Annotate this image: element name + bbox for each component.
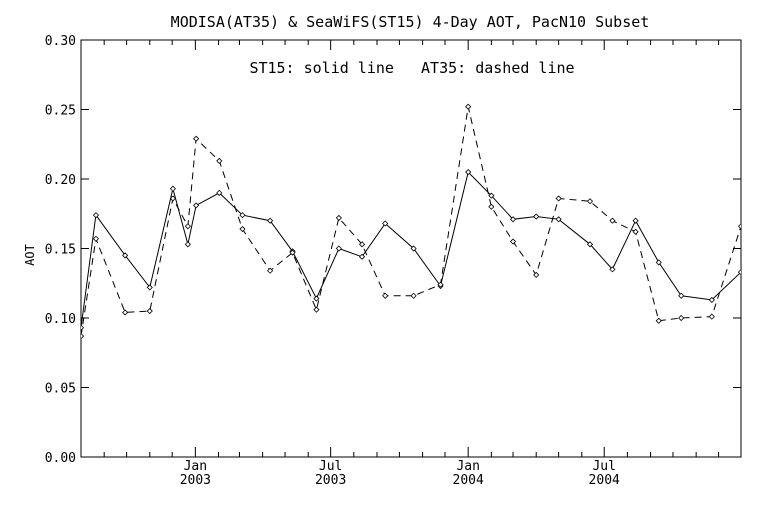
x-tick-label-month: Jan: [184, 459, 207, 474]
data-point-at35: [488, 203, 495, 210]
data-point-at35: [169, 195, 177, 202]
x-tick-label-year: 2003: [315, 473, 346, 488]
data-point-at35: [146, 307, 153, 315]
data-point-at35: [335, 214, 342, 221]
data-point-at35: [92, 235, 100, 242]
y-tick-label: 0.25: [45, 104, 76, 119]
data-point-st15: [169, 185, 177, 192]
y-axis-label: AOT: [23, 244, 37, 266]
series-at35: [81, 103, 741, 340]
data-point-at35: [632, 228, 639, 235]
y-tick-label: 0.05: [45, 382, 76, 397]
x-tick-label-month: Jul: [319, 459, 342, 474]
data-point-st15: [465, 168, 472, 176]
data-point-st15: [216, 189, 223, 196]
data-point-st15: [708, 296, 715, 303]
data-point-st15: [655, 259, 662, 266]
data-point-st15: [81, 324, 85, 331]
x-tick-label-year: 2004: [453, 473, 484, 488]
data-point-st15: [122, 252, 129, 259]
data-point-at35: [678, 314, 685, 322]
data-point-st15: [609, 266, 616, 273]
data-point-st15: [410, 245, 417, 252]
y-tick-label: 0.00: [45, 451, 76, 466]
y-tick-label: 0.30: [45, 34, 76, 49]
y-tick-label: 0.15: [45, 243, 76, 258]
series-st15: [81, 168, 741, 331]
data-point-st15: [193, 202, 200, 209]
data-point-at35: [708, 313, 715, 320]
data-point-at35: [239, 225, 246, 233]
data-point-st15: [239, 212, 246, 219]
data-point-at35: [289, 249, 296, 256]
data-point-at35: [609, 217, 616, 224]
y-tick-label: 0.20: [45, 173, 76, 188]
data-point-st15: [335, 245, 342, 252]
data-point-at35: [193, 135, 200, 142]
line-style-legend: ST15: solid line AT35: dashed line: [249, 59, 574, 77]
x-tick-label-year: 2003: [180, 473, 211, 488]
data-point-st15: [678, 292, 685, 299]
y-tick-label: 0.10: [45, 312, 76, 327]
data-point-st15: [533, 213, 540, 220]
data-point-at35: [358, 241, 366, 248]
data-point-at35: [81, 333, 85, 340]
data-point-at35: [122, 309, 129, 316]
data-point-st15: [382, 220, 389, 227]
chart-title: MODISA(AT35) & SeaWiFS(ST15) 4-Day AOT, …: [171, 13, 650, 31]
data-point-st15: [313, 295, 320, 302]
data-point-st15: [267, 217, 274, 224]
data-point-st15: [586, 241, 594, 248]
data-point-at35: [655, 317, 662, 324]
data-point-at35: [555, 195, 562, 202]
x-tick-label-month: Jul: [592, 459, 615, 474]
data-point-at35: [737, 223, 741, 230]
data-point-at35: [533, 271, 540, 278]
data-point-at35: [465, 103, 472, 110]
data-point-st15: [358, 253, 366, 260]
data-point-at35: [382, 292, 389, 299]
data-point-at35: [313, 306, 320, 313]
data-point-st15: [146, 284, 153, 291]
data-point-st15: [632, 217, 639, 224]
data-point-st15: [488, 192, 495, 199]
data-point-st15: [555, 216, 562, 223]
data-point-st15: [92, 212, 100, 219]
x-tick-label-month: Jan: [456, 459, 479, 474]
data-point-at35: [586, 198, 594, 205]
x-tick-label-year: 2004: [589, 473, 620, 488]
data-point-st15: [737, 269, 741, 276]
series-layer: [81, 103, 741, 340]
axes: 0.000.050.100.150.200.250.30Jan2003Jul20…: [45, 34, 741, 488]
data-point-at35: [267, 267, 274, 274]
data-point-at35: [216, 157, 223, 164]
data-point-st15: [509, 216, 517, 223]
data-point-at35: [509, 238, 517, 245]
data-point-at35: [410, 292, 417, 299]
data-point-st15: [184, 241, 191, 248]
data-point-at35: [437, 281, 444, 288]
data-point-at35: [184, 223, 191, 230]
